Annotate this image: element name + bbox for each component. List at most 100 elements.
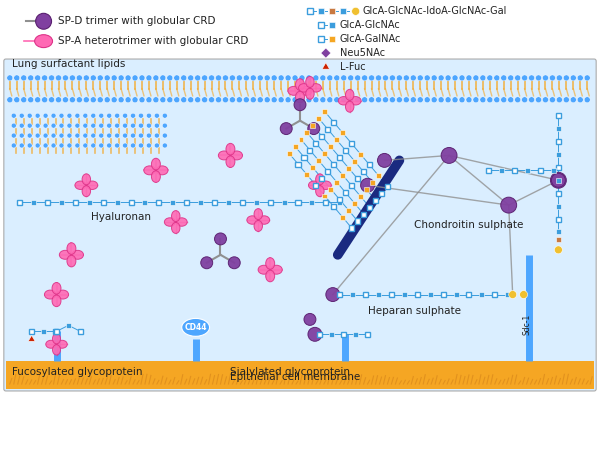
Circle shape	[571, 97, 576, 103]
Circle shape	[202, 97, 208, 103]
Circle shape	[35, 143, 40, 148]
Circle shape	[131, 123, 136, 128]
Circle shape	[441, 148, 457, 163]
Circle shape	[160, 97, 166, 103]
Bar	[454, 292, 458, 297]
Ellipse shape	[72, 250, 83, 259]
Ellipse shape	[172, 222, 180, 234]
Circle shape	[174, 97, 180, 103]
Bar	[322, 109, 328, 114]
Circle shape	[292, 75, 298, 81]
Circle shape	[7, 97, 13, 103]
Circle shape	[334, 75, 340, 81]
Bar	[376, 173, 381, 178]
Bar	[334, 137, 339, 142]
Text: Heparan sulphate: Heparan sulphate	[368, 306, 461, 315]
Circle shape	[361, 178, 374, 192]
Circle shape	[452, 75, 458, 81]
Bar	[329, 332, 334, 337]
Bar	[370, 180, 375, 185]
Circle shape	[139, 133, 143, 138]
Circle shape	[229, 257, 240, 269]
Ellipse shape	[82, 174, 91, 185]
Ellipse shape	[271, 265, 282, 274]
Circle shape	[83, 143, 88, 148]
Circle shape	[122, 143, 128, 148]
Circle shape	[160, 75, 166, 81]
Bar	[505, 292, 510, 297]
Text: GlcA-GlcNAc-IdoA-GlcNAc-Gal: GlcA-GlcNAc-IdoA-GlcNAc-Gal	[362, 6, 507, 16]
Circle shape	[271, 97, 277, 103]
Circle shape	[264, 97, 270, 103]
Circle shape	[473, 97, 479, 103]
Circle shape	[223, 97, 229, 103]
Circle shape	[487, 97, 493, 103]
Circle shape	[11, 113, 16, 118]
Bar	[170, 200, 175, 205]
Circle shape	[376, 75, 382, 81]
Ellipse shape	[151, 171, 160, 182]
Circle shape	[59, 113, 64, 118]
Circle shape	[83, 113, 88, 118]
Circle shape	[75, 113, 80, 118]
Ellipse shape	[67, 255, 76, 267]
Ellipse shape	[316, 174, 324, 185]
Circle shape	[473, 75, 479, 81]
Circle shape	[194, 75, 200, 81]
Circle shape	[99, 123, 104, 128]
Circle shape	[27, 123, 32, 128]
Ellipse shape	[350, 97, 361, 105]
Circle shape	[431, 75, 437, 81]
Bar	[556, 178, 561, 183]
Bar	[318, 9, 324, 14]
Circle shape	[28, 75, 34, 81]
Bar	[340, 130, 345, 135]
Circle shape	[154, 143, 160, 148]
Circle shape	[188, 75, 194, 81]
Circle shape	[99, 133, 104, 138]
Bar	[293, 144, 298, 149]
Ellipse shape	[320, 181, 331, 189]
Circle shape	[139, 123, 143, 128]
Ellipse shape	[182, 319, 209, 336]
Ellipse shape	[52, 295, 61, 306]
Circle shape	[35, 14, 52, 29]
Circle shape	[70, 97, 76, 103]
Bar	[353, 332, 358, 337]
Circle shape	[236, 97, 242, 103]
Circle shape	[403, 97, 409, 103]
Bar	[358, 194, 363, 199]
Circle shape	[334, 97, 340, 103]
Circle shape	[62, 75, 68, 81]
Circle shape	[424, 97, 430, 103]
Text: Lung surfactant lipids: Lung surfactant lipids	[12, 59, 125, 69]
Circle shape	[487, 75, 493, 81]
Bar	[499, 168, 504, 173]
Circle shape	[115, 113, 119, 118]
Circle shape	[501, 197, 517, 213]
Circle shape	[584, 97, 590, 103]
Circle shape	[389, 75, 395, 81]
Circle shape	[75, 133, 80, 138]
Text: Fucosylated glycoprotein: Fucosylated glycoprotein	[12, 367, 142, 377]
Circle shape	[542, 75, 548, 81]
Circle shape	[278, 75, 284, 81]
Circle shape	[515, 97, 521, 103]
Circle shape	[163, 133, 167, 138]
Ellipse shape	[67, 243, 76, 254]
Ellipse shape	[144, 166, 155, 175]
Circle shape	[131, 143, 136, 148]
Circle shape	[368, 97, 374, 103]
Circle shape	[83, 97, 89, 103]
Bar	[310, 200, 314, 205]
Circle shape	[368, 75, 374, 81]
Circle shape	[431, 97, 437, 103]
Ellipse shape	[82, 186, 91, 197]
Circle shape	[536, 97, 542, 103]
Ellipse shape	[301, 86, 312, 95]
Circle shape	[352, 7, 359, 15]
Circle shape	[188, 97, 194, 103]
Circle shape	[11, 133, 16, 138]
Bar	[254, 200, 259, 205]
Circle shape	[501, 75, 507, 81]
